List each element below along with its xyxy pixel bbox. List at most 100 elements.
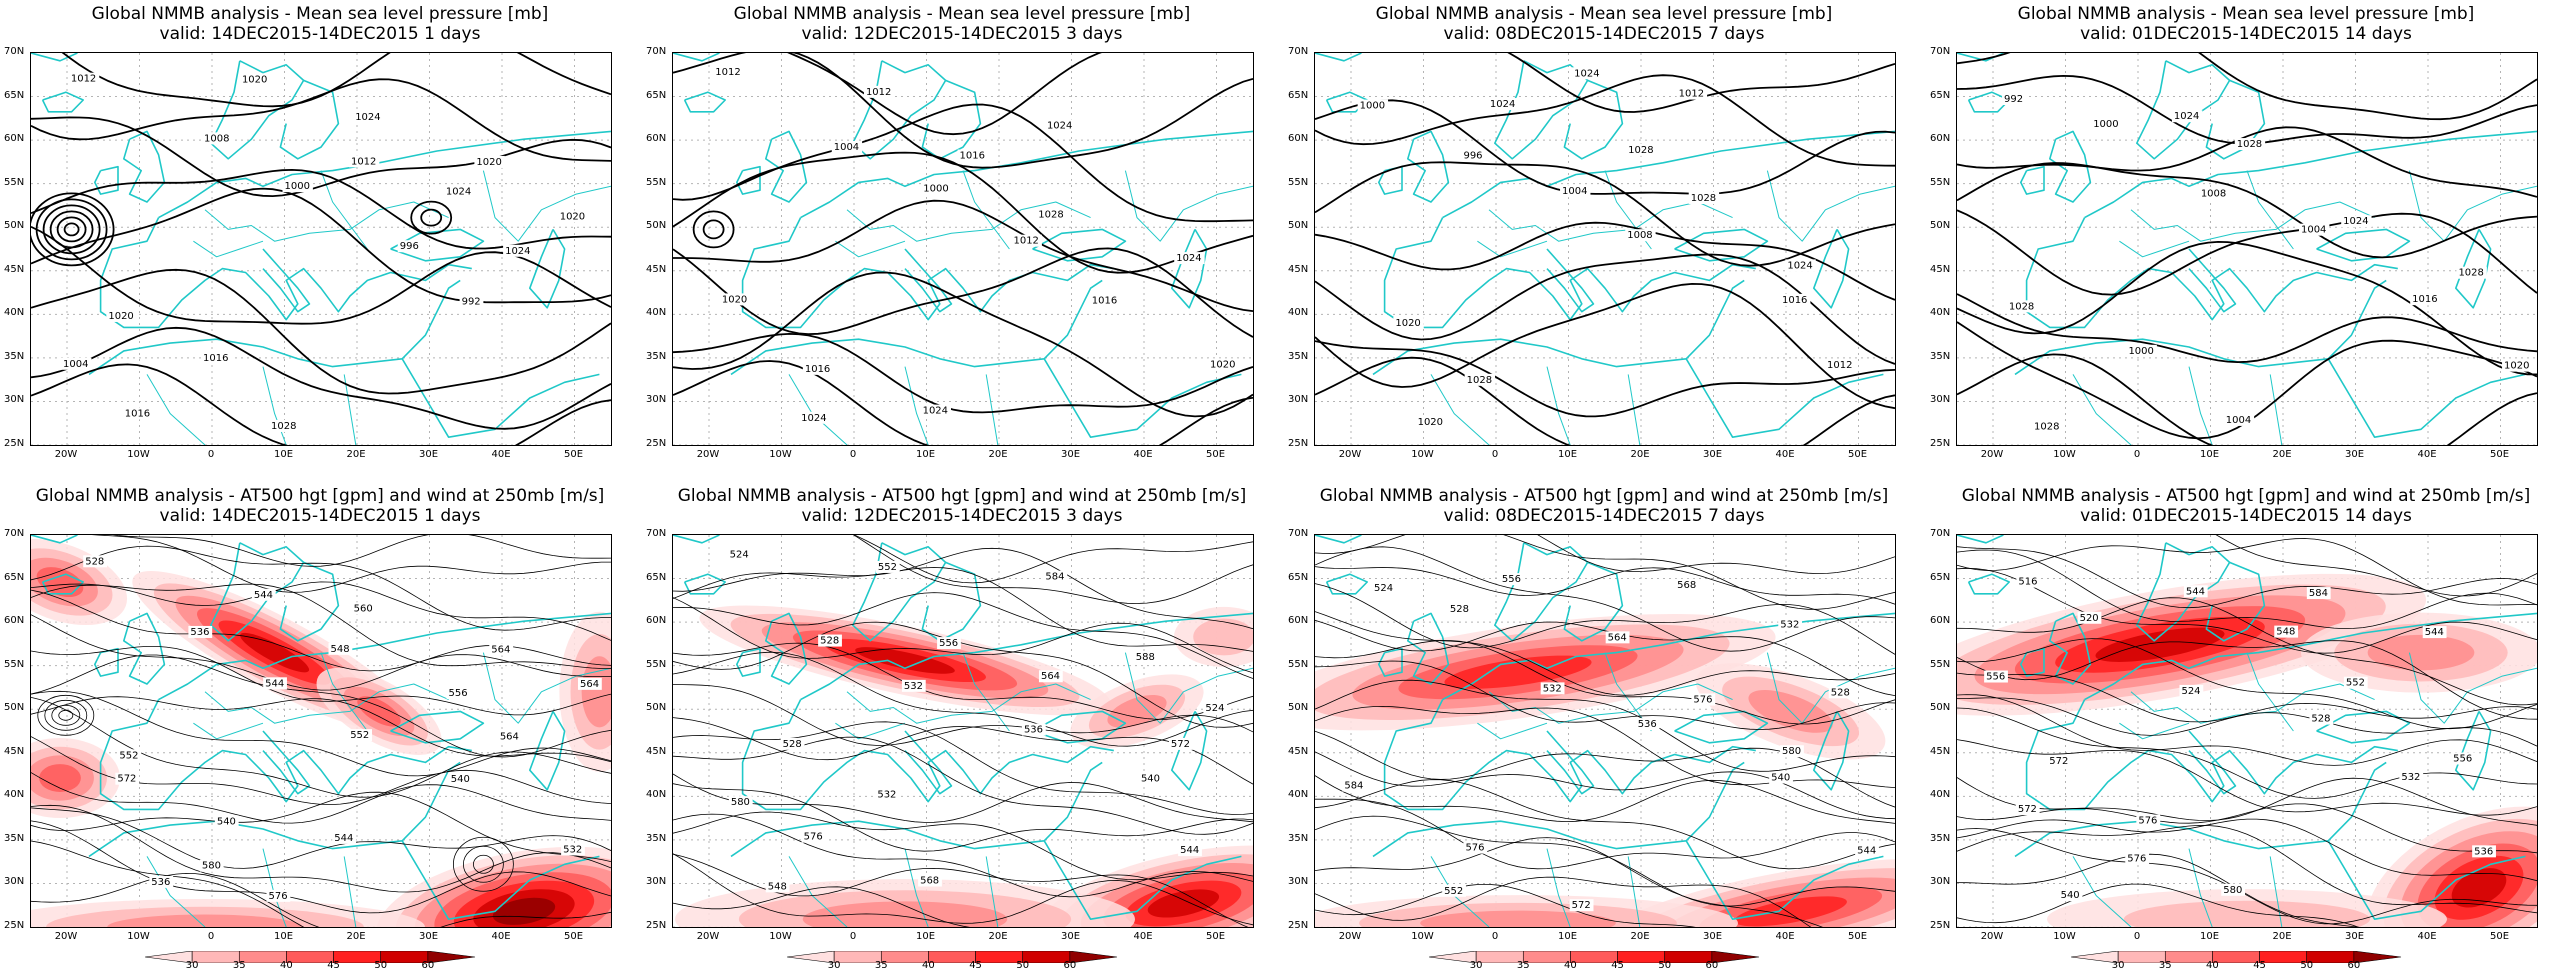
latitude-tick-label: 25N [1930,920,1951,931]
svg-text:556: 556 [1502,574,1521,585]
svg-text:1016: 1016 [960,151,985,162]
svg-text:540: 540 [451,774,470,785]
longitude-tick-label: 20W [696,931,720,942]
svg-text:572: 572 [117,774,136,785]
colorbar-tick-label: 30 [185,960,199,971]
latitude-tick-label: 35N [1930,350,1951,362]
svg-text:1024: 1024 [2174,111,2199,122]
panel-valid-period: valid: 12DEC2015-14DEC2015 3 days [801,506,1123,526]
svg-text:1016: 1016 [203,353,228,364]
height-contours [31,535,611,927]
svg-text:532: 532 [1543,683,1562,694]
svg-text:544: 544 [1857,846,1876,857]
latitude-tick-label: 40N [4,307,25,319]
latitude-tick-label: 55N [1930,176,1951,188]
wind-shading [675,605,1253,927]
svg-text:1020: 1020 [1395,318,1420,329]
svg-text:580: 580 [731,797,750,808]
latitude-tick-label: 65N [1288,89,1309,101]
svg-text:996: 996 [400,241,419,252]
svg-text:552: 552 [878,562,897,573]
svg-text:544: 544 [1180,845,1199,856]
map-canvas: 1012 1004 1000 1012 1016 1020 1024 1012 1016 1028… [673,53,1253,445]
longitude-tick-label: 30E [1702,449,1723,460]
panel-title: Global NMMB analysis - Mean sea level pr… [91,4,549,24]
longitude-tick-label: 10E [2199,449,2220,460]
latitude-tick-label: 25N [1288,438,1309,449]
svg-text:1024: 1024 [1574,68,1599,79]
longitude-tick-label: 10W [127,449,150,460]
wind-colorbar [144,948,495,967]
latitude-tick-label: 50N [4,220,25,232]
longitude-tick-label: 30E [2344,931,2365,942]
longitude-tick-label: 10E [273,931,294,942]
latitude-tick-label: 35N [1930,832,1951,844]
map-canvas: 524 528 532 536 540 544 548 552 556 564 572 580 576 5… [673,535,1253,927]
longitude-tick-label: 10E [2199,931,2220,942]
map-canvas: 524 528 532 536 540 544 552 556 564 576 580 584 576 5… [1315,535,1895,927]
svg-text:556: 556 [939,638,958,649]
latitude-tick-label: 25N [1930,438,1951,449]
svg-text:1016: 1016 [2412,294,2437,305]
svg-text:528: 528 [1831,687,1850,698]
latitude-tick-label: 55N [4,658,25,670]
svg-text:544: 544 [334,833,353,844]
longitude-tick-label: 20E [2272,931,2292,942]
latitude-tick-label: 45N [646,745,667,757]
colorbar-tick-label: 50 [374,960,388,971]
longitude-tick-label: 40E [491,449,511,460]
longitude-tick-label: 10W [1411,449,1434,460]
longitude-tick-label: 20W [1338,449,1362,460]
longitude-tick-label: 20E [346,449,366,460]
panel-valid-period: valid: 01DEC2015-14DEC2015 14 days [2080,506,2412,526]
latitude-tick-label: 50N [646,220,667,232]
svg-text:528: 528 [820,636,839,647]
svg-text:1024: 1024 [1047,120,1072,131]
svg-text:1004: 1004 [2301,225,2326,236]
latitude-tick-label: 60N [4,615,25,627]
svg-text:560: 560 [354,603,373,614]
colorbar-swatches [144,950,476,964]
latitude-tick-label: 55N [1288,658,1309,670]
svg-text:528: 528 [2311,714,2330,725]
contour-labels: 516 520 524 528 532 536 540 544 548 552 556 572 576 5… [1984,575,2496,902]
latitude-tick-label: 70N [646,46,667,57]
svg-text:1020: 1020 [722,294,747,305]
map-canvas: 528 536 544 552 540 532 536 544 548 556 564 572 580 5… [31,535,611,927]
longitude-tick-label: 20E [988,931,1008,942]
longitude-tick-label: 40E [491,931,511,942]
svg-text:1020: 1020 [2504,361,2529,372]
latitude-tick-label: 45N [4,745,25,757]
svg-text:1028: 1028 [2458,268,2483,279]
panel-valid-period: valid: 12DEC2015-14DEC2015 3 days [801,24,1123,44]
svg-text:1012: 1012 [715,67,740,78]
svg-text:552: 552 [119,750,138,761]
colorbar-tick-label: 40 [1564,960,1577,971]
latitude-tick-label: 60N [646,133,667,145]
wind-shading [1957,573,2537,927]
latitude-tick-label: 25N [646,438,667,449]
latitude-tick-label: 30N [4,394,25,406]
latitude-tick-label: 65N [1930,571,1951,583]
colorbar-tick-label: 30 [827,960,841,971]
svg-text:1024: 1024 [355,112,380,123]
longitude-tick-label: 10E [273,449,294,460]
svg-text:572: 572 [2049,756,2068,767]
svg-text:548: 548 [768,881,787,892]
latitude-tick-label: 35N [1288,350,1309,362]
longitude-tick-label: 40E [1775,449,1795,460]
svg-text:1008: 1008 [2201,189,2226,200]
panel-title: Global NMMB analysis - Mean sea level pr… [1375,4,1833,24]
svg-text:532: 532 [904,681,923,692]
svg-text:1028: 1028 [2034,422,2059,433]
svg-text:1008: 1008 [204,133,229,144]
colorbar-tick-label: 45 [969,960,982,971]
svg-text:520: 520 [2080,613,2099,624]
longitude-tick-label: 20W [54,931,78,942]
svg-text:548: 548 [2276,627,2295,638]
contour-labels: 1012 1004 1000 1012 1016 1020 1024 1012 1016 1028… [713,66,1239,424]
latitude-tick-label: 70N [1288,528,1309,539]
svg-text:992: 992 [2004,94,2023,105]
colorbar-tick-label: 60 [1705,960,1719,971]
longitude-tick-label: 0 [207,449,215,460]
